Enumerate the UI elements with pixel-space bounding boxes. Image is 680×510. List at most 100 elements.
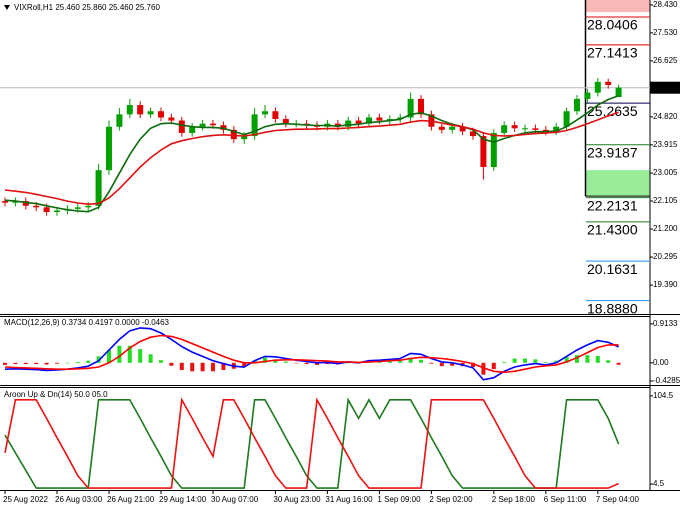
- histogram-bar: [606, 360, 611, 363]
- candle-body: [54, 210, 60, 212]
- histogram-bar: [179, 362, 184, 371]
- y-tick-label: 21.200: [653, 224, 678, 233]
- candle-body: [418, 98, 424, 115]
- histogram-bar: [169, 362, 174, 366]
- histogram-bar: [138, 349, 143, 363]
- x-tick-label: 6 Sep 11:00: [544, 495, 587, 504]
- histogram-bar: [543, 361, 548, 363]
- candle-body: [199, 123, 206, 127]
- level-label: 22.2131: [587, 197, 638, 213]
- y-tick-label: 22.105: [653, 196, 678, 205]
- y-tick-label: 20.295: [653, 252, 678, 261]
- histogram-bar: [398, 361, 403, 363]
- candle-body: [230, 129, 237, 140]
- candle-body: [106, 126, 112, 171]
- candle-body: [43, 207, 50, 212]
- x-tick-label: 1 Sep 09:00: [377, 495, 421, 504]
- candle-body: [501, 125, 508, 133]
- candle-body: [397, 117, 404, 120]
- x-tick-label: 26 Aug 21:00: [107, 495, 155, 504]
- x-tick-label: 30 Aug 23:00: [273, 495, 321, 504]
- candle-body: [605, 81, 612, 85]
- candle-body: [158, 111, 164, 118]
- level-label: 21.4300: [587, 222, 638, 238]
- level-label: 28.0406: [587, 17, 638, 33]
- histogram-bar: [211, 362, 215, 372]
- level-label: 27.1413: [587, 45, 638, 61]
- histogram-bar: [3, 362, 7, 365]
- histogram-bar: [200, 362, 205, 372]
- candle-body: [470, 131, 476, 137]
- histogram-bar: [252, 360, 257, 363]
- candle-body: [584, 92, 591, 99]
- histogram-bar: [13, 362, 18, 365]
- candle-body: [563, 111, 570, 127]
- y-tick-label: 104.5: [653, 391, 674, 400]
- histogram-bar: [564, 357, 569, 363]
- candle-body: [116, 114, 123, 127]
- candle-body: [355, 120, 362, 124]
- histogram-bar: [450, 362, 455, 366]
- candle-body: [95, 170, 102, 206]
- candle-body: [522, 128, 528, 130]
- x-tick-label: 2 Sep 02:00: [429, 495, 473, 504]
- level-label: 25.2635: [587, 103, 638, 119]
- candle-body: [532, 128, 539, 130]
- histogram-bar: [44, 362, 49, 365]
- x-tick-label: 31 Aug 16:00: [325, 495, 373, 504]
- histogram-bar: [304, 362, 309, 365]
- candle-body: [574, 98, 580, 112]
- candle-body: [345, 120, 352, 127]
- title-triangle: [4, 5, 10, 10]
- histogram-bar: [294, 362, 299, 364]
- histogram-bar: [34, 362, 39, 365]
- candle-body: [33, 205, 40, 208]
- histogram-bar: [595, 355, 600, 363]
- histogram-bar: [283, 361, 288, 363]
- x-tick-label: 29 Aug 14:00: [159, 495, 207, 504]
- histogram-bar: [242, 362, 247, 368]
- x-tick-label: 2 Sep 18:00: [492, 495, 536, 504]
- candle-body: [386, 119, 393, 121]
- zone: [585, 170, 650, 197]
- indicator-line: [4, 111, 619, 206]
- y-tick-label: 26.625: [653, 56, 678, 65]
- histogram-bar: [491, 362, 496, 370]
- candle-body: [251, 114, 258, 137]
- y-tick-label: 19.390: [653, 280, 678, 289]
- histogram-bar: [263, 357, 267, 363]
- candle-body: [168, 117, 175, 121]
- candle-body: [272, 111, 279, 120]
- histogram-bar: [273, 359, 278, 363]
- histogram-bar: [315, 362, 319, 365]
- histogram-bar: [502, 361, 507, 363]
- x-tick-label: 30 Aug 07:00: [211, 495, 259, 504]
- histogram-bar: [616, 362, 621, 365]
- indicator-line: [4, 334, 619, 374]
- candle-body: [85, 205, 92, 208]
- histogram-bar: [408, 357, 413, 363]
- candle-body: [480, 136, 487, 168]
- histogram-bar: [585, 355, 590, 363]
- histogram-bar: [387, 361, 392, 363]
- y-tick-label: 0.00: [653, 358, 669, 367]
- candle-body: [210, 123, 216, 126]
- histogram-bar: [190, 362, 195, 372]
- candle-body: [334, 123, 341, 127]
- candle-body: [459, 126, 466, 132]
- level-label: 20.1631: [587, 261, 638, 277]
- histogram-bar: [346, 362, 351, 364]
- x-tick-label: 26 Aug 03:00: [55, 495, 103, 504]
- current-price-label: 25.760: [653, 83, 678, 92]
- histogram-bar: [325, 362, 330, 365]
- histogram-bar: [554, 360, 559, 363]
- histogram-bar: [148, 354, 153, 363]
- candle-body: [511, 125, 518, 129]
- y-tick-label: 0.9133: [653, 319, 678, 328]
- histogram-bar: [65, 362, 70, 364]
- histogram-bar: [117, 345, 122, 363]
- candle-body: [542, 129, 549, 132]
